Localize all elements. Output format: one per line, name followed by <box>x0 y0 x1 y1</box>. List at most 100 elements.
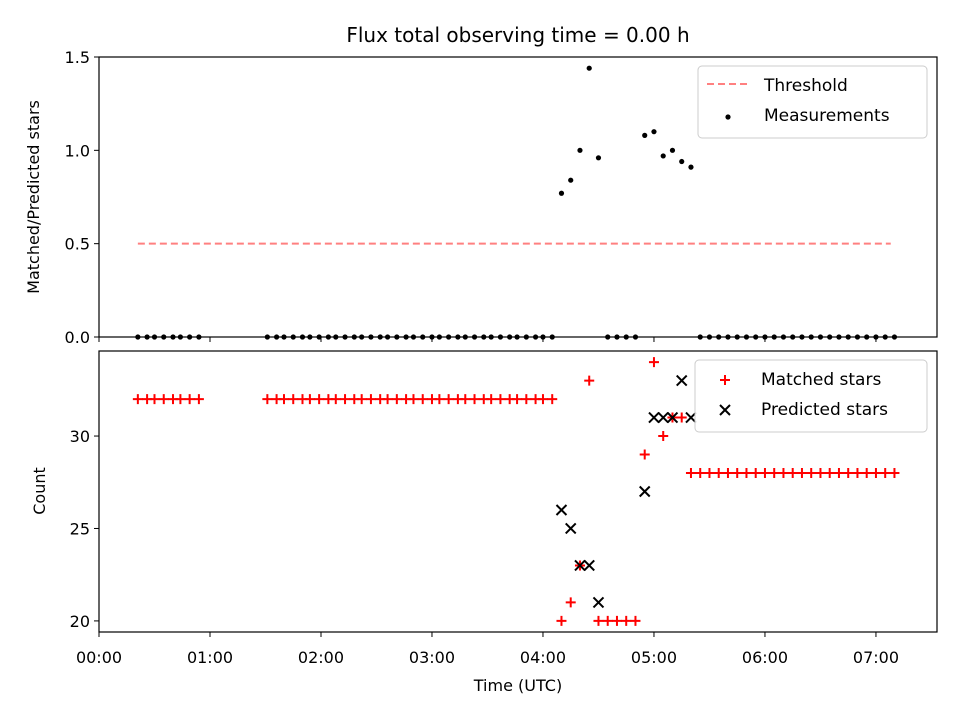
matched-stars-point <box>193 394 204 405</box>
matched-stars-point <box>648 357 659 368</box>
measurements-point <box>642 132 648 138</box>
legend-threshold-label: Threshold <box>763 76 848 96</box>
bottom-plot: 00:00 01:00 02:00 03:00 04:00 05:00 06:00 07:00… <box>70 350 938 667</box>
top-y-tick-label: 0.5 <box>65 235 90 254</box>
matched-stars-point <box>486 394 497 405</box>
matched-stars-point <box>158 394 169 405</box>
matched-stars-point <box>547 394 558 405</box>
measurements-point <box>669 147 676 153</box>
x-axis-label: Time (UTC) <box>473 676 562 695</box>
matched-stars-point <box>556 615 567 626</box>
measurements-point <box>660 153 666 159</box>
top-plot-frame <box>98 56 938 338</box>
matched-stars-point <box>288 394 299 405</box>
matched-stars-point <box>806 468 817 479</box>
matched-stars-point <box>759 468 770 479</box>
matched-stars-point <box>639 449 650 460</box>
measurements-point <box>679 158 685 165</box>
x-tick-label: 06:00 <box>742 648 788 667</box>
x-tick-label: 05:00 <box>631 648 677 667</box>
matched-stars-point <box>262 394 273 405</box>
x-tick-label: 04:00 <box>520 648 566 667</box>
matched-stars-point <box>356 394 367 405</box>
bottom-plot-frame <box>98 350 938 633</box>
chart-title: Flux total observing time = 0.00 h <box>346 23 689 47</box>
matched-stars-point <box>149 394 160 405</box>
matched-stars-point <box>175 394 186 405</box>
measurements-point <box>586 65 592 71</box>
matched-stars-point <box>330 394 341 405</box>
measurements-point <box>688 164 694 170</box>
legend-measurements-swatch <box>725 114 731 120</box>
predicted-stars-point <box>555 504 568 516</box>
x-tick-label: 00:00 <box>76 648 122 667</box>
measurements-point <box>595 155 602 161</box>
matched-stars-point <box>434 394 445 405</box>
predicted-stars-point <box>639 485 651 498</box>
matched-stars-point <box>443 394 454 405</box>
matched-stars-point <box>314 394 325 405</box>
predicted-stars-point <box>592 596 605 609</box>
matched-stars-point <box>889 468 900 479</box>
matched-stars-point <box>685 468 696 479</box>
matched-stars-point <box>340 394 351 405</box>
matched-stars-point <box>880 468 891 479</box>
bottom-y-tick-label: 30 <box>70 427 90 446</box>
top-plot: 0.0 0.5 1.0 1.5 Threshold Measurements <box>65 48 938 347</box>
matched-stars-point <box>584 375 595 386</box>
measurements-point <box>651 129 657 135</box>
matched-stars-point <box>460 394 471 405</box>
matched-stars-point <box>815 468 826 479</box>
matched-stars-point <box>870 468 881 479</box>
predicted-stars-point <box>565 522 577 535</box>
matched-stars-point <box>695 468 706 479</box>
matched-stars-point <box>833 468 844 479</box>
matched-stars-point <box>537 394 548 405</box>
matched-stars-point <box>676 412 687 423</box>
matched-stars-point <box>132 394 143 405</box>
matched-stars-point <box>611 615 622 626</box>
predicted-stars-point <box>583 559 595 572</box>
matched-stars-point <box>778 468 789 479</box>
predicted-stars-point <box>676 374 688 387</box>
matched-stars-point <box>621 615 632 626</box>
predicted-stars-point <box>666 411 679 424</box>
top-y-axis-label: Matched/Predicted stars <box>24 100 43 294</box>
matched-stars-point <box>602 615 613 626</box>
measurements-point <box>558 190 565 196</box>
matched-stars-point <box>391 394 402 405</box>
top-legend-box <box>697 65 928 139</box>
matched-stars-point <box>824 468 835 479</box>
measurements-point <box>568 177 574 183</box>
matched-stars-point <box>852 468 863 479</box>
legend-predicted-stars-swatch <box>719 404 731 416</box>
top-y-tick-label: 0.0 <box>65 328 90 347</box>
matched-stars-point <box>787 468 798 479</box>
bottom-legend-box <box>694 359 928 433</box>
matched-stars-point <box>593 615 604 626</box>
predicted-stars-point <box>685 411 697 424</box>
matched-stars-point <box>512 394 523 405</box>
matched-stars-point <box>304 394 315 405</box>
bottom-y-tick-label: 20 <box>70 612 90 631</box>
bottom-y-axis-label: Count <box>30 467 49 515</box>
legend-measurements-label: Measurements <box>764 106 890 126</box>
legend-matched-stars-label: Matched stars <box>761 370 881 390</box>
bottom-y-tick-label: 25 <box>70 519 90 538</box>
top-y-tick-label: 1.0 <box>65 141 90 160</box>
measurements-point <box>577 147 583 153</box>
x-tick-label: 07:00 <box>853 648 899 667</box>
matched-stars-point <box>521 394 532 405</box>
matched-stars-point <box>495 394 506 405</box>
matched-stars-point <box>741 468 752 479</box>
matched-stars-point <box>658 431 669 442</box>
x-tick-label: 03:00 <box>409 648 455 667</box>
predicted-stars-point <box>648 411 660 424</box>
x-tick-label: 01:00 <box>187 648 233 667</box>
matched-stars-point <box>417 394 428 405</box>
matched-stars-point <box>184 394 195 405</box>
matched-stars-point <box>732 468 743 479</box>
matched-stars-point <box>278 394 289 405</box>
matched-stars-point <box>769 468 780 479</box>
